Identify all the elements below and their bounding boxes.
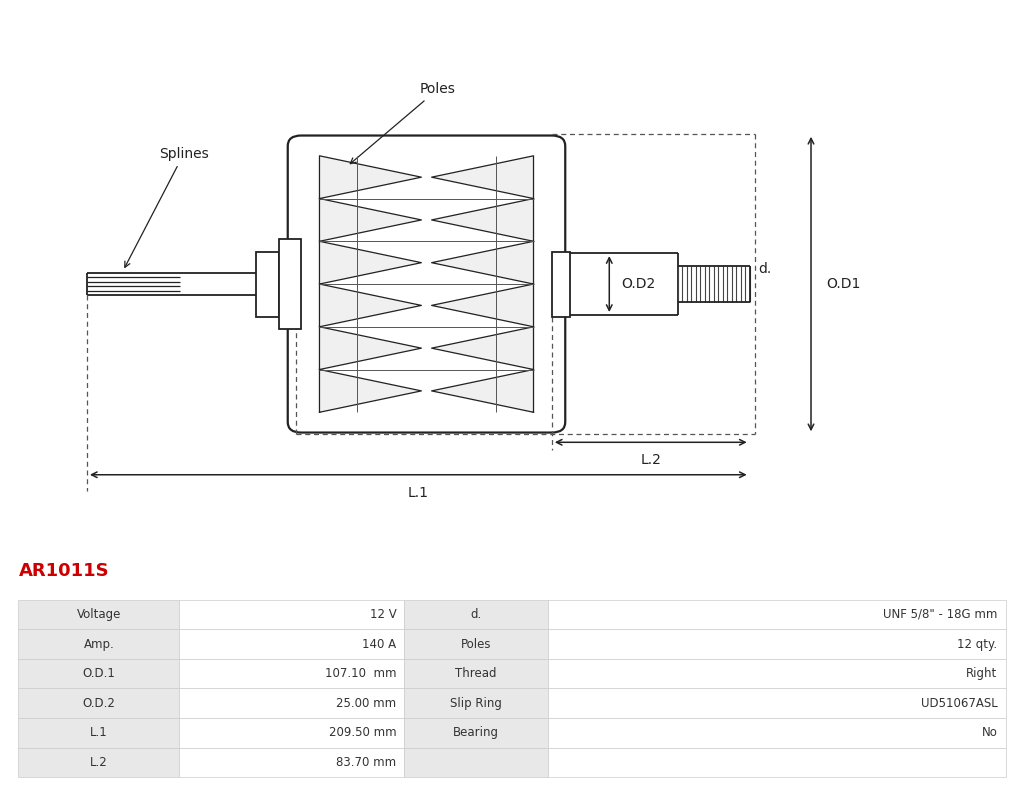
Bar xyxy=(179,630,404,659)
FancyBboxPatch shape xyxy=(288,136,565,432)
Text: Amp.: Amp. xyxy=(83,638,115,650)
Bar xyxy=(179,718,404,748)
Text: 140 A: 140 A xyxy=(362,638,396,650)
Polygon shape xyxy=(432,369,534,413)
Text: L.1: L.1 xyxy=(408,485,429,499)
Bar xyxy=(18,600,179,630)
Text: Bearing: Bearing xyxy=(454,727,499,739)
Text: L.2: L.2 xyxy=(640,453,662,467)
Bar xyxy=(18,659,179,688)
Bar xyxy=(18,748,179,777)
Bar xyxy=(18,718,179,748)
Text: L.1: L.1 xyxy=(90,727,108,739)
Bar xyxy=(179,688,404,718)
Text: Right: Right xyxy=(966,667,997,680)
Bar xyxy=(404,600,548,630)
Polygon shape xyxy=(432,284,534,327)
Bar xyxy=(404,659,548,688)
Text: UD51067ASL: UD51067ASL xyxy=(921,697,997,709)
Text: O.D1: O.D1 xyxy=(826,277,861,291)
Polygon shape xyxy=(432,241,534,284)
Bar xyxy=(404,630,548,659)
Text: 107.10  mm: 107.10 mm xyxy=(325,667,396,680)
Polygon shape xyxy=(319,327,422,369)
Bar xyxy=(404,688,548,718)
Bar xyxy=(18,630,179,659)
Text: Slip Ring: Slip Ring xyxy=(451,697,502,709)
Polygon shape xyxy=(319,241,422,284)
Bar xyxy=(548,688,1006,718)
Text: d.: d. xyxy=(758,262,771,275)
Polygon shape xyxy=(319,199,422,241)
Text: Splines: Splines xyxy=(125,148,209,267)
Text: Poles: Poles xyxy=(350,82,456,163)
Bar xyxy=(256,252,279,316)
Bar xyxy=(548,600,1006,630)
Text: 83.70 mm: 83.70 mm xyxy=(336,756,396,768)
Bar xyxy=(179,748,404,777)
Text: UNF 5/8" - 18G mm: UNF 5/8" - 18G mm xyxy=(883,608,997,621)
Text: O.D.2: O.D.2 xyxy=(82,697,116,709)
Polygon shape xyxy=(432,155,534,199)
Bar xyxy=(404,718,548,748)
Bar xyxy=(18,688,179,718)
Text: 209.50 mm: 209.50 mm xyxy=(329,727,396,739)
Text: Voltage: Voltage xyxy=(77,608,121,621)
Polygon shape xyxy=(432,327,534,369)
Text: O.D2: O.D2 xyxy=(622,277,655,291)
Text: L.2: L.2 xyxy=(90,756,108,768)
Polygon shape xyxy=(319,369,422,413)
Bar xyxy=(179,659,404,688)
Text: Poles: Poles xyxy=(461,638,492,650)
Text: 12 V: 12 V xyxy=(370,608,396,621)
Bar xyxy=(548,748,1006,777)
Polygon shape xyxy=(319,155,422,199)
Bar xyxy=(548,630,1006,659)
Bar xyxy=(548,718,1006,748)
Polygon shape xyxy=(319,284,422,327)
Bar xyxy=(404,748,548,777)
Text: O.D.1: O.D.1 xyxy=(82,667,116,680)
Text: Thread: Thread xyxy=(456,667,497,680)
Polygon shape xyxy=(432,199,534,241)
Bar xyxy=(548,659,1006,688)
Text: 12 qty.: 12 qty. xyxy=(957,638,997,650)
Bar xyxy=(279,239,301,329)
Text: d.: d. xyxy=(471,608,481,621)
Bar xyxy=(179,600,404,630)
Text: 25.00 mm: 25.00 mm xyxy=(336,697,396,709)
Text: No: No xyxy=(981,727,997,739)
Bar xyxy=(552,252,570,316)
Text: AR1011S: AR1011S xyxy=(18,562,110,580)
